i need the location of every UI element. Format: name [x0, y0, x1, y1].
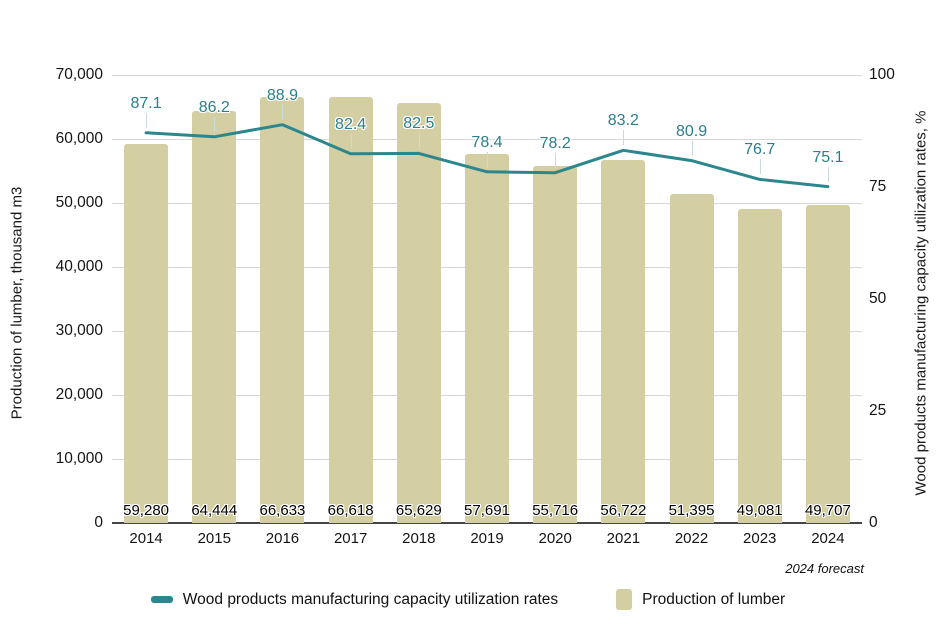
- data-label-leader-line: [350, 133, 352, 149]
- lumber-production-bar: [192, 110, 237, 523]
- legend-label-production-of-lumber: Production of lumber: [642, 590, 786, 608]
- x-axis-year-label: 2014: [129, 530, 163, 547]
- data-label-leader-line: [759, 159, 761, 175]
- x-axis-year-label: 2024: [811, 530, 845, 547]
- left-axis-tick-label: 50,000: [55, 194, 103, 211]
- legend-label-utilization-rates: Wood products manufacturing capacity uti…: [182, 590, 559, 608]
- legend-item-utilization-rates: Wood products manufacturing capacity uti…: [150, 590, 559, 610]
- utilization-rate-data-label: 83.2: [607, 112, 639, 130]
- legend: Wood products manufacturing capacity uti…: [0, 589, 936, 610]
- right-axis-tick-label: 75: [869, 178, 887, 195]
- bar-value-label: 64,444: [191, 502, 238, 519]
- bar-value-label: 66,633: [259, 502, 306, 519]
- legend-item-production-of-lumber: Production of lumber: [616, 589, 785, 610]
- left-axis-tick-label: 20,000: [55, 386, 103, 403]
- data-label-leader-line: [555, 152, 557, 168]
- left-axis-tick-label: 70,000: [55, 66, 103, 83]
- utilization-rate-data-label: 82.5: [403, 115, 435, 133]
- data-label-leader-line: [691, 140, 693, 156]
- lumber-production-bar: [737, 208, 782, 523]
- lumber-production-bar: [396, 102, 441, 523]
- x-axis-year-label: 2017: [333, 530, 368, 547]
- utilization-rate-data-label: 76.7: [744, 141, 776, 159]
- data-label-leader-line: [827, 166, 829, 182]
- bar-value-label: 57,691: [464, 502, 510, 519]
- lumber-production-bar: [260, 96, 305, 523]
- left-axis-tick-label: 40,000: [55, 258, 103, 275]
- x-axis-year-label: 2022: [674, 530, 709, 547]
- left-axis-title: Production of lumber, thousand m3: [8, 186, 26, 420]
- bar-value-label: 66,618: [327, 502, 374, 519]
- right-axis-tick-label: 0: [869, 514, 878, 531]
- left-axis-tick-label: 0: [94, 514, 103, 531]
- line-series-swatch-icon: [150, 596, 173, 603]
- data-label-leader-line: [487, 151, 488, 167]
- right-axis-tick-label: 100: [869, 66, 895, 83]
- right-axis-tick-label: 25: [869, 402, 887, 419]
- lumber-production-bar: [805, 204, 850, 523]
- x-axis-line: [112, 522, 862, 524]
- utilization-rate-data-label: 80.9: [675, 122, 708, 140]
- utilization-rate-data-label: 78.4: [471, 133, 503, 151]
- right-axis-title: Wood products manufacturing capacity uti…: [912, 110, 930, 496]
- forecast-note: 2024 forecast: [785, 561, 864, 576]
- utilization-rate-data-label: 82.4: [335, 115, 367, 133]
- lumber-production-bar: [533, 166, 578, 523]
- bar-series-swatch-icon: [616, 589, 633, 610]
- data-label-leader-line: [146, 112, 148, 128]
- utilization-rate-data-label: 86.2: [198, 98, 230, 116]
- bar-value-label: 56,722: [600, 502, 647, 519]
- bar-value-label: 49,707: [804, 502, 851, 519]
- x-axis-year-label: 2023: [743, 530, 777, 547]
- bar-value-label: 49,081: [736, 502, 783, 519]
- data-label-leader-line: [623, 130, 625, 146]
- utilization-rate-data-label: 88.9: [266, 86, 299, 104]
- lumber-production-bar: [601, 159, 646, 523]
- x-axis-year-label: 2020: [538, 530, 572, 547]
- x-axis-year-label: 2021: [606, 530, 641, 547]
- right-axis-tick-label: 50: [869, 290, 887, 307]
- bar-value-label: 51,395: [668, 502, 715, 519]
- utilization-rate-data-label: 75.1: [812, 148, 844, 166]
- gridline: [112, 74, 862, 76]
- data-label-leader-line: [214, 116, 216, 132]
- data-label-leader-line: [282, 104, 284, 120]
- data-label-leader-line: [418, 133, 420, 149]
- x-axis-year-label: 2019: [470, 530, 504, 547]
- bar-value-label: 59,280: [123, 502, 170, 519]
- utilization-rate-data-label: 87.1: [130, 94, 162, 112]
- bar-value-label: 65,629: [395, 502, 442, 519]
- lumber-production-bar: [328, 96, 373, 523]
- x-axis-year-label: 2016: [265, 530, 300, 547]
- lumber-production-bar: [124, 143, 169, 523]
- lumber-production-bar: [465, 153, 509, 523]
- left-axis-tick-label: 60,000: [55, 130, 103, 147]
- x-axis-year-label: 2018: [402, 530, 436, 547]
- left-axis-tick-label: 30,000: [55, 322, 103, 339]
- utilization-rate-data-label: 78.2: [539, 134, 571, 152]
- x-axis-year-label: 2015: [197, 530, 231, 547]
- left-axis-tick-label: 10,000: [55, 450, 103, 467]
- lumber-production-bar: [669, 194, 714, 523]
- bar-value-label: 55,716: [532, 502, 579, 519]
